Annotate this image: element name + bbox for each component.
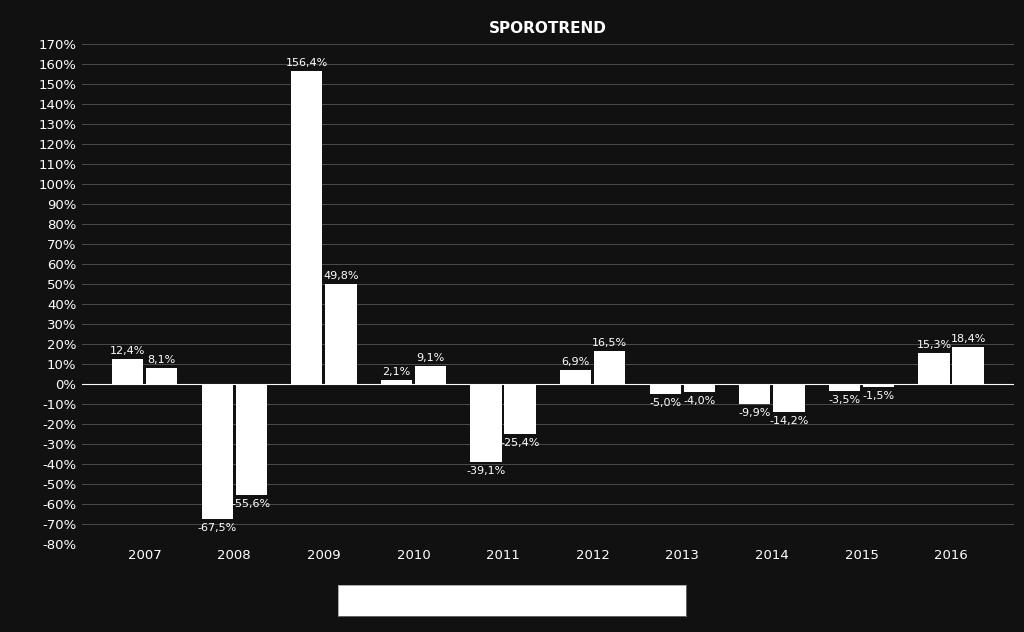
- Text: 49,8%: 49,8%: [324, 271, 358, 281]
- Bar: [684, 384, 715, 392]
- Bar: [202, 384, 232, 518]
- Bar: [326, 284, 356, 384]
- Text: 2,1%: 2,1%: [382, 367, 411, 377]
- Text: -1,5%: -1,5%: [862, 391, 895, 401]
- Text: -3,5%: -3,5%: [828, 395, 860, 404]
- Text: -55,6%: -55,6%: [231, 499, 270, 509]
- Text: 6,9%: 6,9%: [561, 357, 590, 367]
- Bar: [146, 368, 177, 384]
- Text: -4,0%: -4,0%: [683, 396, 716, 406]
- Text: 18,4%: 18,4%: [950, 334, 986, 344]
- Bar: [863, 384, 894, 387]
- Text: -9,9%: -9,9%: [738, 408, 771, 418]
- Bar: [594, 351, 626, 384]
- Bar: [560, 370, 591, 384]
- Text: -67,5%: -67,5%: [198, 523, 237, 533]
- Bar: [112, 359, 143, 384]
- Text: 8,1%: 8,1%: [147, 355, 176, 365]
- Text: -25,4%: -25,4%: [501, 439, 540, 449]
- Bar: [773, 384, 805, 412]
- Text: 9,1%: 9,1%: [417, 353, 444, 363]
- Bar: [291, 71, 323, 384]
- Text: 12,4%: 12,4%: [110, 346, 145, 356]
- Text: 15,3%: 15,3%: [916, 340, 951, 350]
- Bar: [828, 384, 860, 391]
- Bar: [505, 384, 536, 434]
- Bar: [952, 347, 984, 384]
- Bar: [381, 380, 412, 384]
- Bar: [649, 384, 681, 394]
- Text: -39,1%: -39,1%: [466, 466, 506, 476]
- Text: -5,0%: -5,0%: [649, 398, 681, 408]
- Bar: [470, 384, 502, 462]
- Title: SPOROTREND: SPOROTREND: [488, 21, 607, 36]
- Text: -14,2%: -14,2%: [769, 416, 809, 426]
- Bar: [739, 384, 770, 403]
- Text: 16,5%: 16,5%: [592, 337, 628, 348]
- Bar: [236, 384, 267, 495]
- Bar: [415, 365, 446, 384]
- Text: 156,4%: 156,4%: [286, 58, 328, 68]
- Bar: [919, 353, 949, 384]
